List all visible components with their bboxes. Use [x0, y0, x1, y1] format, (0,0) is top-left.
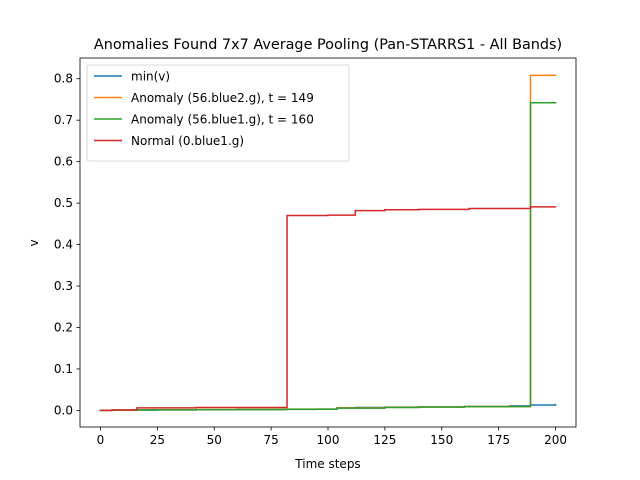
- y-tick-label-1: 0.1: [54, 362, 73, 376]
- y-axis-label: v: [27, 239, 41, 246]
- legend-entry-0: min(v): [131, 70, 170, 84]
- y-tick-label-4: 0.4: [54, 238, 73, 252]
- x-tick-label-7: 175: [487, 433, 510, 447]
- y-tick-label-8: 0.8: [54, 72, 73, 86]
- series-line-3: [99, 206, 557, 412]
- x-tick-label-3: 75: [263, 433, 278, 447]
- y-tick-label-0: 0.0: [54, 403, 73, 417]
- chart-title: Anomalies Found 7x7 Average Pooling (Pan…: [94, 37, 562, 53]
- y-tick-label-5: 0.5: [54, 196, 73, 210]
- y-tick-label-7: 0.7: [54, 113, 73, 127]
- x-tick-label-6: 150: [430, 433, 453, 447]
- x-axis-label: Time steps: [294, 457, 360, 471]
- y-tick-label-2: 0.2: [54, 320, 73, 334]
- legend-box: [86, 64, 350, 162]
- legend-entry-3: Normal (0.blue1.g): [131, 134, 244, 148]
- x-tick-label-5: 125: [373, 433, 396, 447]
- legend-entry-1: Anomaly (56.blue2.g), t = 149: [131, 91, 314, 105]
- x-tick-label-2: 50: [207, 433, 222, 447]
- x-tick-label-4: 100: [317, 433, 340, 447]
- plot-area: 0 25 50 75 100 125 150 175 200 0.0 0.1 0.2 0.3 0.4 0.5…: [54, 57, 577, 447]
- x-tick-label-1: 25: [150, 433, 165, 447]
- y-tick-label-3: 0.3: [54, 279, 73, 293]
- x-tick-label-0: 0: [97, 433, 105, 447]
- y-tick-label-6: 0.6: [54, 155, 73, 169]
- x-tick-label-8: 200: [544, 433, 567, 447]
- legend-entry-2: Anomaly (56.blue1.g), t = 160: [131, 113, 314, 127]
